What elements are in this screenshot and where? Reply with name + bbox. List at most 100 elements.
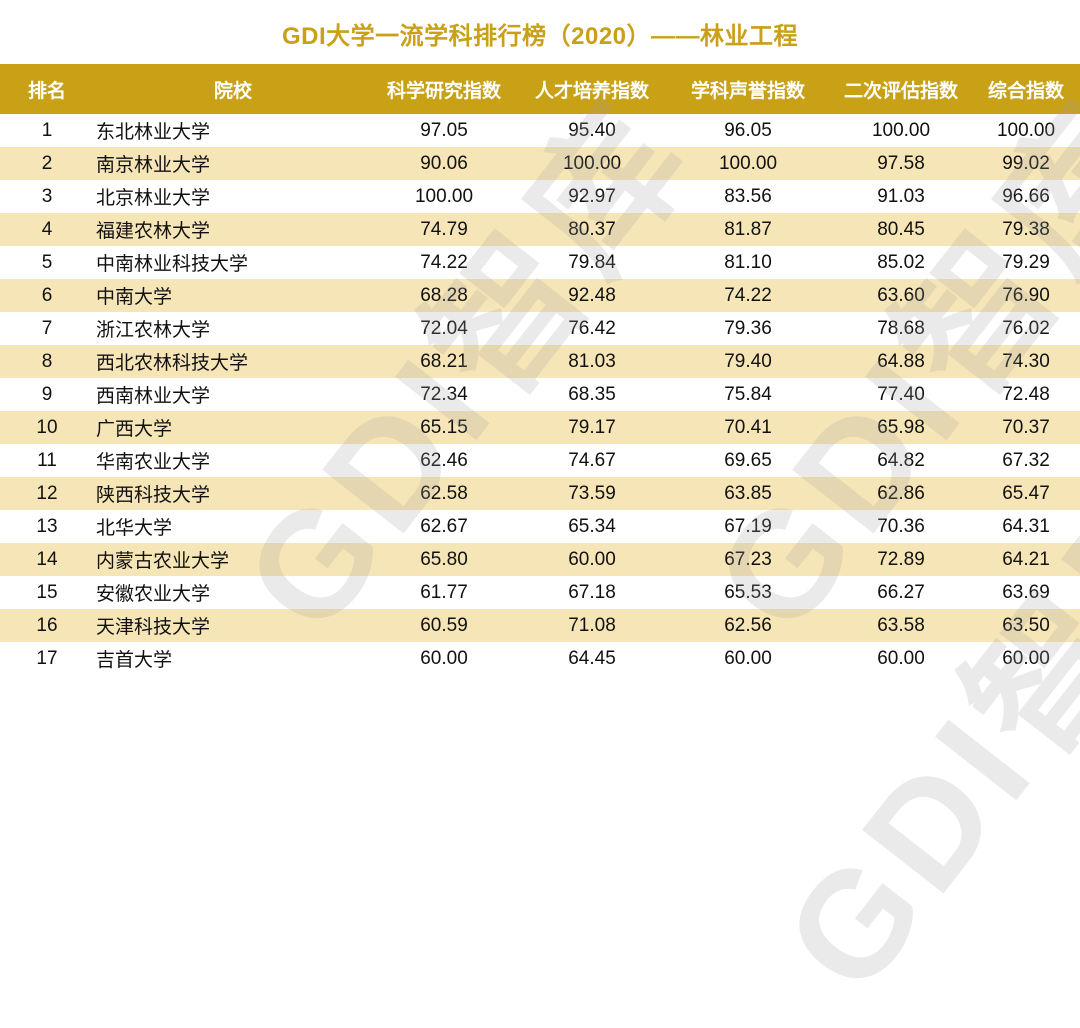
table-row: 1 东北林业大学 97.05 95.40 96.05 100.00 100.00 [0,114,1080,147]
cell-school: 华南农业大学 [96,452,211,473]
table-row: 13 北华大学 62.67 65.34 67.19 70.36 64.31 [0,510,1080,543]
cell-second-eval-index: 100.00 [871,119,931,141]
cell-overall-index: 63.50 [1002,614,1050,636]
cell-overall-index: 74.30 [1002,350,1050,372]
cell-second-eval-index: 64.82 [877,449,925,471]
cell-talent-index: 100.00 [562,152,622,174]
cell-talent-index: 67.18 [568,581,616,603]
table-row: 15 安徽农业大学 61.77 67.18 65.53 66.27 63.69 [0,576,1080,609]
table-row: 6 中南大学 68.28 92.48 74.22 63.60 76.90 [0,279,1080,312]
cell-school: 中南大学 [96,287,173,308]
cell-overall-index: 65.47 [1002,482,1050,504]
cell-school: 安徽农业大学 [96,584,211,605]
cell-overall-index: 79.29 [1002,251,1050,273]
cell-school: 中南林业科技大学 [96,254,249,275]
header-row: 排名 院校 科学研究指数 人才培养指数 学科声誉指数 二次评估指数 综合指数 [0,64,1080,114]
cell-talent-index: 74.67 [568,449,616,471]
cell-rank: 7 [41,317,53,339]
cell-talent-index: 92.48 [568,284,616,306]
cell-second-eval-index: 80.45 [877,218,925,240]
cell-rank: 11 [37,449,57,471]
cell-reputation-index: 96.05 [724,119,772,141]
cell-school: 陕西科技大学 [96,485,211,506]
cell-talent-index: 65.34 [568,515,616,537]
cell-talent-index: 68.35 [568,383,616,405]
cell-reputation-index: 75.84 [724,383,772,405]
cell-research-index: 65.80 [420,548,468,570]
cell-talent-index: 92.97 [568,185,616,207]
cell-overall-index: 60.00 [1002,647,1050,669]
cell-rank: 4 [41,218,53,240]
cell-rank: 15 [36,581,58,603]
title-bar: GDI大学一流学科排行榜（2020）——林业工程 [0,0,1080,65]
cell-overall-index: 64.21 [1002,548,1050,570]
cell-school: 北华大学 [96,518,173,539]
cell-second-eval-index: 70.36 [877,515,925,537]
header-rank: 排名 [27,80,66,102]
cell-talent-index: 64.45 [568,647,616,669]
table-row: 16 天津科技大学 60.59 71.08 62.56 63.58 63.50 [0,609,1080,642]
cell-school: 西南林业大学 [96,386,211,407]
cell-reputation-index: 81.10 [724,251,772,273]
cell-school: 福建农林大学 [96,221,211,242]
cell-school: 内蒙古农业大学 [96,551,230,572]
cell-talent-index: 79.84 [568,251,616,273]
cell-rank: 12 [36,482,58,504]
cell-talent-index: 76.42 [568,317,616,339]
cell-research-index: 68.21 [420,350,468,372]
cell-second-eval-index: 77.40 [877,383,925,405]
cell-second-eval-index: 91.03 [877,185,925,207]
table-body: 1 东北林业大学 97.05 95.40 96.05 100.00 100.00 2 南京林业大… [0,114,1080,675]
cell-school: 浙江农林大学 [96,320,211,341]
cell-research-index: 74.22 [420,251,468,273]
header-overall-index: 综合指数 [987,80,1064,102]
table-row: 10 广西大学 65.15 79.17 70.41 65.98 70.37 [0,411,1080,444]
cell-reputation-index: 67.23 [724,548,772,570]
cell-rank: 14 [36,548,58,570]
cell-talent-index: 79.17 [568,416,616,438]
cell-research-index: 74.79 [420,218,468,240]
cell-rank: 13 [36,515,58,537]
cell-school: 广西大学 [96,419,173,440]
cell-reputation-index: 67.19 [724,515,772,537]
cell-rank: 16 [36,614,58,636]
cell-school: 吉首大学 [96,650,173,671]
cell-research-index: 61.77 [420,581,468,603]
header-talent-index: 人才培养指数 [534,80,649,102]
cell-reputation-index: 83.56 [724,185,772,207]
cell-rank: 9 [41,383,53,405]
header-second-eval-index: 二次评估指数 [843,80,958,102]
cell-talent-index: 60.00 [568,548,616,570]
cell-second-eval-index: 62.86 [877,482,925,504]
cell-research-index: 62.46 [420,449,468,471]
cell-overall-index: 99.02 [1002,152,1050,174]
ranking-table: 排名 院校 科学研究指数 人才培养指数 学科声誉指数 二次评估指数 综合指数 1… [0,64,1080,675]
cell-overall-index: 67.32 [1002,449,1050,471]
cell-school: 北京林业大学 [96,188,211,209]
table-row: 9 西南林业大学 72.34 68.35 75.84 77.40 72.48 [0,378,1080,411]
cell-reputation-index: 60.00 [724,647,772,669]
cell-reputation-index: 100.00 [718,152,778,174]
cell-school: 东北林业大学 [96,122,211,143]
cell-talent-index: 73.59 [568,482,616,504]
cell-rank: 8 [41,350,53,372]
cell-overall-index: 96.66 [1002,185,1050,207]
cell-overall-index: 72.48 [1002,383,1050,405]
cell-talent-index: 71.08 [568,614,616,636]
cell-second-eval-index: 66.27 [877,581,925,603]
cell-talent-index: 81.03 [568,350,616,372]
cell-research-index: 60.00 [420,647,468,669]
cell-second-eval-index: 65.98 [877,416,925,438]
cell-research-index: 62.67 [420,515,468,537]
cell-second-eval-index: 72.89 [877,548,925,570]
cell-research-index: 65.15 [420,416,468,438]
cell-research-index: 68.28 [420,284,468,306]
header-reputation-index: 学科声誉指数 [690,80,805,102]
table-row: 3 北京林业大学 100.00 92.97 83.56 91.03 96.66 [0,180,1080,213]
cell-reputation-index: 65.53 [724,581,772,603]
cell-reputation-index: 74.22 [724,284,772,306]
header-research-index: 科学研究指数 [386,80,501,102]
cell-reputation-index: 63.85 [724,482,772,504]
cell-rank: 6 [41,284,53,306]
cell-overall-index: 63.69 [1002,581,1050,603]
